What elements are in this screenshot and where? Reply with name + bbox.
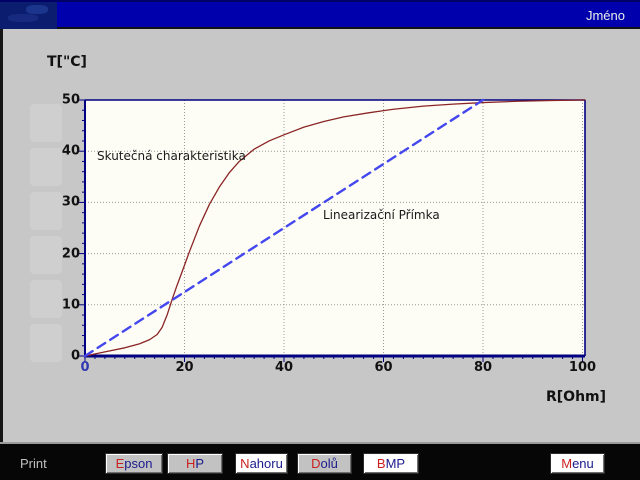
y-tick-label: 0 <box>70 348 80 364</box>
ghost-button <box>30 280 62 318</box>
title-bar: Jméno <box>0 0 640 29</box>
bmp-button[interactable]: BMP <box>363 453 419 474</box>
menu-button[interactable]: Menu <box>550 453 605 474</box>
epson-button[interactable]: Epson <box>105 453 163 474</box>
dolu-button[interactable]: Dolů <box>297 453 352 474</box>
y-axis-title: T["C] <box>47 54 87 70</box>
x-tick-label: 100 <box>568 360 597 375</box>
app-logo <box>0 2 57 29</box>
hotkey-letter: B <box>376 456 386 471</box>
window-title: Jméno <box>585 8 625 23</box>
ghost-button <box>30 236 62 274</box>
x-tick-label: 60 <box>374 360 393 375</box>
y-tick-label: 50 <box>61 92 80 108</box>
left-edge-strip <box>0 29 3 442</box>
logo-glyph <box>8 14 38 22</box>
x-tick-label: 80 <box>473 360 493 375</box>
x-tick-label: 0 <box>80 360 90 375</box>
logo-glyph <box>26 5 48 14</box>
curve-annotation: Skutečná charakteristika <box>97 149 246 163</box>
plot-area <box>85 100 585 356</box>
linearization-line <box>83 98 485 358</box>
hotkey-letter: H <box>185 456 196 471</box>
ghost-button <box>30 148 62 186</box>
nahoru-button[interactable]: Nahoru <box>235 453 288 474</box>
x-tick-label: 20 <box>175 360 194 375</box>
ghost-button <box>30 324 62 362</box>
y-tick-label: 40 <box>61 143 80 159</box>
x-tick-label: 40 <box>274 360 294 375</box>
hotkey-letter: M <box>561 456 573 471</box>
print-label: Print <box>20 456 47 471</box>
hp-button[interactable]: HP <box>167 453 223 474</box>
hotkey-letter: E <box>115 456 125 471</box>
x-axis-title: R[Ohm] <box>546 389 607 405</box>
y-tick-label: 30 <box>61 194 80 210</box>
y-tick-label: 20 <box>61 246 80 262</box>
bottom-toolbar: Print Epson HP Nahoru Dolů BMP Menu <box>0 442 640 480</box>
ghost-button <box>30 104 62 142</box>
line-annotation: Linearizační Přímka <box>323 208 440 222</box>
hotkey-letter: N <box>240 456 250 471</box>
y-tick-label: 10 <box>61 297 80 313</box>
characteristic-curve <box>84 99 586 357</box>
hotkey-letter: D <box>311 456 321 471</box>
ghost-button <box>30 192 62 230</box>
